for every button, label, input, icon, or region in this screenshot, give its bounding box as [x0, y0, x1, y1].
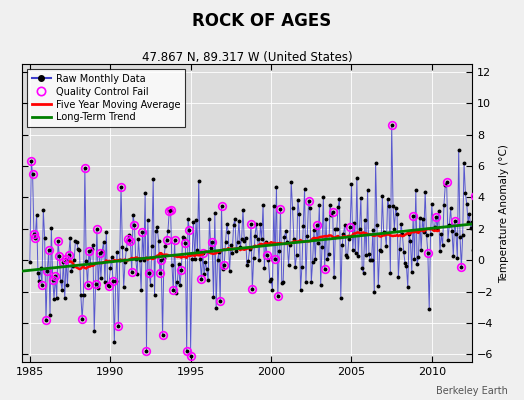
- Text: ROCK OF AGES: ROCK OF AGES: [192, 12, 332, 30]
- Y-axis label: Temperature Anomaly (°C): Temperature Anomaly (°C): [499, 144, 509, 282]
- Legend: Raw Monthly Data, Quality Control Fail, Five Year Moving Average, Long-Term Tren: Raw Monthly Data, Quality Control Fail, …: [27, 69, 185, 127]
- Title: 47.867 N, 89.317 W (United States): 47.867 N, 89.317 W (United States): [141, 51, 352, 64]
- Text: Berkeley Earth: Berkeley Earth: [436, 386, 508, 396]
